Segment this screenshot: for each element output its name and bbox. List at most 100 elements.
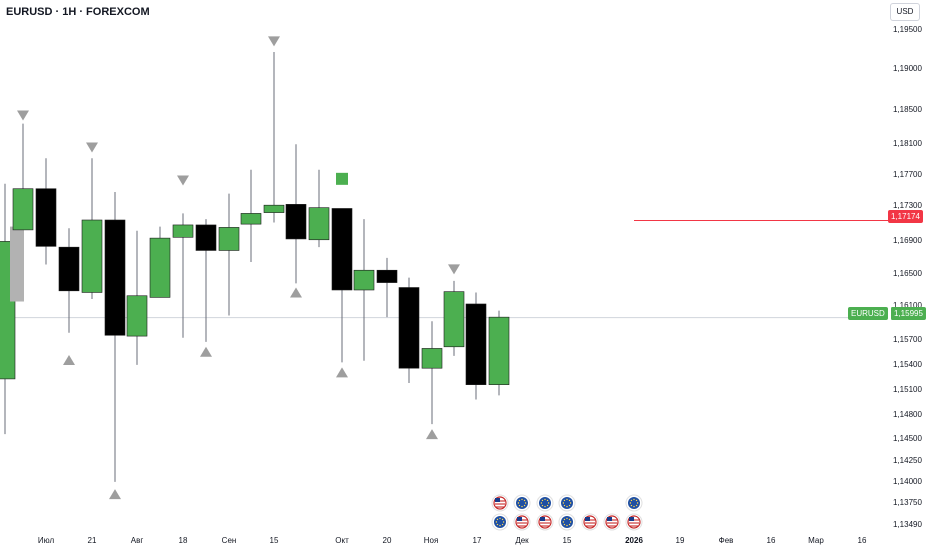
candle[interactable] — [104, 192, 126, 482]
candle-body — [331, 208, 353, 291]
candle[interactable] — [285, 144, 307, 284]
sell-marker-triangle — [268, 36, 280, 47]
candle[interactable] — [58, 228, 80, 333]
eu-flag-icon[interactable] — [625, 494, 643, 512]
buy-marker-triangle — [426, 429, 438, 440]
candle-body — [488, 316, 510, 385]
candle[interactable] — [465, 292, 487, 400]
sell-marker-triangle — [17, 110, 29, 121]
candle[interactable] — [12, 123, 34, 231]
buy-marker-triangle — [63, 354, 75, 365]
time-axis-label: Авг — [131, 536, 144, 545]
candle-body — [81, 219, 103, 293]
price-axis-label: 1,18500 — [893, 105, 922, 114]
time-axis[interactable]: Июл 21 Авг 18 Сен 15 Окт 20 Ноя 17 Дек 15 2026 19 Фев 1… — [38, 536, 867, 545]
candle-body — [421, 348, 443, 369]
price-axis-label: 1,16100 — [893, 301, 922, 310]
candle-body — [308, 207, 330, 241]
candle[interactable] — [443, 280, 465, 356]
price-axis-label: 1,14500 — [893, 434, 922, 443]
buy-marker-triangle — [336, 367, 348, 378]
eu-flag-icon[interactable] — [536, 494, 554, 512]
time-axis-label: 18 — [179, 536, 188, 545]
candle[interactable] — [421, 321, 443, 425]
level-price-tag: 1,17174 — [888, 210, 923, 223]
candle[interactable] — [398, 277, 420, 384]
price-axis-label: 1,18100 — [893, 139, 922, 148]
time-axis-label: 16 — [858, 536, 867, 545]
eu-flag-icon[interactable] — [513, 494, 531, 512]
price-axis-label: 1,14000 — [893, 477, 922, 486]
price-axis-label: 1,14800 — [893, 410, 922, 419]
candle-body — [35, 188, 57, 247]
candle-body — [353, 269, 375, 291]
time-axis-label: 20 — [383, 536, 392, 545]
symbol-tag: EURUSD — [848, 307, 888, 320]
price-axis-label: 1,14250 — [893, 456, 922, 465]
candle[interactable] — [195, 219, 217, 342]
candle-body — [126, 295, 148, 337]
time-axis-label: Ноя — [424, 536, 439, 545]
price-axis-label: 1,15700 — [893, 335, 922, 344]
us-flag-icon[interactable] — [513, 513, 531, 531]
candle[interactable] — [172, 213, 194, 338]
time-axis-label: 2026 — [625, 536, 643, 545]
buy-marker-triangle — [109, 489, 121, 500]
price-axis-label: 1,17700 — [893, 170, 922, 179]
candle[interactable] — [488, 310, 510, 396]
us-flag-icon[interactable] — [603, 513, 621, 531]
candle[interactable] — [149, 226, 171, 298]
time-axis-label: 15 — [563, 536, 572, 545]
candle-body — [104, 219, 126, 336]
time-axis-label: Мар — [808, 536, 824, 545]
price-axis-label: 1,13490 — [893, 520, 922, 529]
candle-body — [218, 227, 240, 251]
candle[interactable] — [376, 257, 398, 318]
eu-flag-icon[interactable] — [558, 513, 576, 531]
sell-marker-triangle — [448, 264, 460, 275]
eu-flag-icon[interactable] — [491, 513, 509, 531]
candle[interactable] — [126, 230, 148, 365]
candle-body — [12, 188, 34, 231]
candle-body — [398, 287, 420, 369]
candle-body — [285, 204, 307, 240]
candle-body — [10, 226, 24, 302]
time-axis-label: Дек — [515, 536, 529, 545]
candle-body — [149, 237, 171, 298]
time-axis-label: Окт — [335, 536, 349, 545]
candle-body — [376, 269, 398, 283]
candle-body — [195, 224, 217, 251]
candle[interactable] — [218, 193, 240, 316]
candle[interactable] — [240, 169, 262, 262]
time-axis-label: 17 — [473, 536, 482, 545]
candle[interactable] — [331, 208, 353, 363]
us-flag-icon[interactable] — [625, 513, 643, 531]
price-axis-label: 1,13750 — [893, 498, 922, 507]
price-axis-label: 1,15400 — [893, 360, 922, 369]
us-flag-icon[interactable] — [491, 494, 509, 512]
candle-body — [263, 204, 285, 213]
price-axis-label: 1,15100 — [893, 385, 922, 394]
candle-body — [172, 224, 194, 238]
candle[interactable] — [10, 226, 24, 302]
us-flag-icon[interactable] — [581, 513, 599, 531]
candle[interactable] — [308, 169, 330, 248]
price-axis-label: 1,19500 — [893, 25, 922, 34]
buy-marker-triangle — [200, 346, 212, 357]
time-axis-label: 21 — [88, 536, 97, 545]
candle[interactable] — [353, 219, 375, 361]
candle[interactable] — [263, 52, 285, 223]
time-axis-label: 19 — [676, 536, 685, 545]
candle[interactable] — [35, 158, 57, 265]
candle-body — [240, 213, 262, 225]
currency-button[interactable]: USD — [890, 3, 920, 21]
signal-square — [336, 172, 348, 185]
eu-flag-icon[interactable] — [558, 494, 576, 512]
us-flag-icon[interactable] — [536, 513, 554, 531]
candle-body — [465, 303, 487, 385]
time-axis-label: Сен — [222, 536, 237, 545]
price-axis-label: 1,19000 — [893, 64, 922, 73]
price-axis[interactable]: 1,19500 1,19000 1,18500 1,18100 1,17700 1,173… — [893, 25, 922, 529]
candle[interactable] — [81, 158, 103, 300]
